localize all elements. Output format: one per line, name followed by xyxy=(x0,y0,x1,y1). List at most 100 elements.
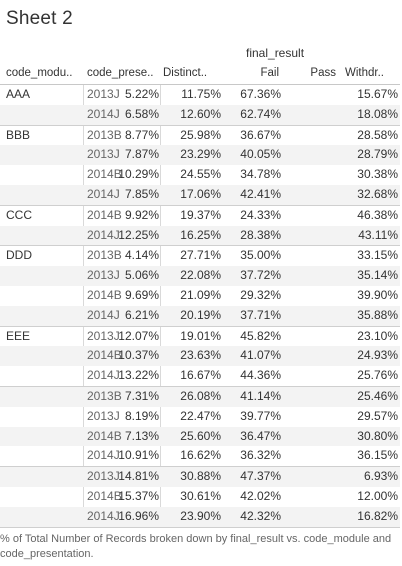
column-header-withdrawn[interactable]: Withdr.. xyxy=(345,67,384,79)
fail-cell[interactable]: 21.09% xyxy=(180,287,221,302)
presentation-label[interactable]: 2014B xyxy=(87,348,122,363)
pass-cell[interactable]: 35.00% xyxy=(240,248,281,263)
withdrawn-cell[interactable]: 18.08% xyxy=(357,106,398,121)
pass-cell[interactable]: 47.37% xyxy=(240,469,281,484)
presentation-label[interactable]: 2013J xyxy=(87,147,120,162)
presentation-label[interactable]: 2013B xyxy=(87,127,122,142)
pass-cell[interactable]: 67.36% xyxy=(240,87,281,101)
fail-cell[interactable]: 16.25% xyxy=(180,227,221,242)
fail-cell[interactable]: 30.88% xyxy=(180,469,221,484)
distinction-cell[interactable]: 10.37% xyxy=(118,348,159,363)
pass-cell[interactable]: 34.78% xyxy=(240,167,281,182)
fail-cell[interactable]: 22.08% xyxy=(180,268,221,283)
fail-cell[interactable]: 23.63% xyxy=(180,348,221,363)
withdrawn-cell[interactable]: 6.93% xyxy=(363,469,398,484)
fail-cell[interactable]: 23.90% xyxy=(180,508,221,523)
pass-cell[interactable]: 39.77% xyxy=(240,408,281,423)
withdrawn-cell[interactable]: 36.15% xyxy=(357,448,398,463)
withdrawn-cell[interactable]: 23.10% xyxy=(357,328,398,343)
module-label[interactable]: BBB xyxy=(6,127,31,142)
column-header-code-module[interactable]: code_modu.. xyxy=(6,67,73,79)
fail-cell[interactable]: 27.71% xyxy=(180,248,221,263)
presentation-label[interactable]: 2013J xyxy=(87,268,120,283)
presentation-label[interactable]: 2014J xyxy=(87,448,120,463)
presentation-label[interactable]: 2013J xyxy=(87,408,120,423)
fail-cell[interactable]: 25.98% xyxy=(180,127,221,142)
withdrawn-cell[interactable]: 35.88% xyxy=(357,307,398,322)
withdrawn-cell[interactable]: 25.76% xyxy=(357,368,398,383)
pass-cell[interactable]: 41.07% xyxy=(240,348,281,363)
fail-cell[interactable]: 11.75% xyxy=(181,87,221,101)
pass-cell[interactable]: 36.47% xyxy=(240,428,281,443)
presentation-label[interactable]: 2014B xyxy=(87,428,122,443)
presentation-label[interactable]: 2014J xyxy=(87,106,120,121)
pass-cell[interactable]: 45.82% xyxy=(240,328,281,343)
withdrawn-cell[interactable]: 33.15% xyxy=(357,248,398,263)
distinction-cell[interactable]: 7.13% xyxy=(124,428,159,443)
pass-cell[interactable]: 42.32% xyxy=(240,508,281,523)
fail-cell[interactable]: 23.29% xyxy=(180,147,221,162)
pass-cell[interactable]: 36.67% xyxy=(240,127,281,142)
presentation-label[interactable]: 2014J xyxy=(87,508,120,523)
presentation-label[interactable]: 2014J xyxy=(87,307,120,322)
module-label[interactable]: CCC xyxy=(6,207,32,222)
distinction-cell[interactable]: 16.96% xyxy=(118,508,159,523)
withdrawn-cell[interactable]: 12.00% xyxy=(357,488,398,503)
final-result-header[interactable]: final_result xyxy=(246,46,305,60)
pass-cell[interactable]: 37.71% xyxy=(240,307,281,322)
column-header-fail[interactable]: Fail xyxy=(260,67,279,79)
pass-cell[interactable]: 37.72% xyxy=(240,268,281,283)
distinction-cell[interactable]: 14.81% xyxy=(118,469,159,484)
column-header-distinction[interactable]: Distinct.. xyxy=(163,67,208,79)
module-label[interactable]: EEE xyxy=(6,328,31,343)
pass-cell[interactable]: 44.36% xyxy=(240,368,281,383)
fail-cell[interactable]: 12.60% xyxy=(180,106,221,121)
presentation-label[interactable]: 2013J xyxy=(87,469,120,484)
presentation-label[interactable]: 2013J xyxy=(87,87,120,101)
pass-cell[interactable]: 36.32% xyxy=(240,448,281,463)
fail-cell[interactable]: 22.47% xyxy=(180,408,221,423)
fail-cell[interactable]: 19.01% xyxy=(180,328,221,343)
pass-cell[interactable]: 41.14% xyxy=(240,388,281,403)
fail-cell[interactable]: 19.37% xyxy=(180,207,221,222)
distinction-cell[interactable]: 6.21% xyxy=(124,307,159,322)
pass-cell[interactable]: 62.74% xyxy=(240,106,281,121)
distinction-cell[interactable]: 8.19% xyxy=(124,408,159,423)
column-header-code-presentation[interactable]: code_prese.. xyxy=(87,67,154,79)
distinction-cell[interactable]: 8.77% xyxy=(124,127,159,142)
withdrawn-cell[interactable]: 24.93% xyxy=(357,348,398,363)
distinction-cell[interactable]: 10.29% xyxy=(118,167,159,182)
withdrawn-cell[interactable]: 32.68% xyxy=(357,186,398,201)
distinction-cell[interactable]: 5.06% xyxy=(124,268,159,283)
presentation-label[interactable]: 2014J xyxy=(87,227,120,242)
presentation-label[interactable]: 2013J xyxy=(87,328,120,343)
distinction-cell[interactable]: 12.07% xyxy=(118,328,159,343)
fail-cell[interactable]: 20.19% xyxy=(180,307,221,322)
presentation-label[interactable]: 2014B xyxy=(87,488,122,503)
distinction-cell[interactable]: 9.92% xyxy=(124,207,159,222)
presentation-label[interactable]: 2014J xyxy=(87,368,120,383)
fail-cell[interactable]: 26.08% xyxy=(180,388,221,403)
withdrawn-cell[interactable]: 30.80% xyxy=(357,428,398,443)
withdrawn-cell[interactable]: 16.82% xyxy=(357,508,398,523)
distinction-cell[interactable]: 15.37% xyxy=(118,488,159,503)
presentation-label[interactable]: 2014J xyxy=(87,186,120,201)
fail-cell[interactable]: 16.62% xyxy=(180,448,221,463)
withdrawn-cell[interactable]: 46.38% xyxy=(357,207,398,222)
withdrawn-cell[interactable]: 39.90% xyxy=(357,287,398,302)
withdrawn-cell[interactable]: 35.14% xyxy=(357,268,398,283)
fail-cell[interactable]: 25.60% xyxy=(180,428,221,443)
distinction-cell[interactable]: 6.58% xyxy=(124,106,159,121)
distinction-cell[interactable]: 12.25% xyxy=(118,227,159,242)
withdrawn-cell[interactable]: 29.57% xyxy=(357,408,398,423)
module-label[interactable]: AAA xyxy=(6,87,31,101)
fail-cell[interactable]: 16.67% xyxy=(180,368,221,383)
fail-cell[interactable]: 30.61% xyxy=(180,488,221,503)
distinction-cell[interactable]: 7.85% xyxy=(124,186,159,201)
withdrawn-cell[interactable]: 25.46% xyxy=(357,388,398,403)
distinction-cell[interactable]: 10.91% xyxy=(118,448,159,463)
distinction-cell[interactable]: 5.22% xyxy=(124,87,159,101)
withdrawn-cell[interactable]: 28.79% xyxy=(357,147,398,162)
distinction-cell[interactable]: 7.87% xyxy=(124,147,159,162)
pass-cell[interactable]: 42.41% xyxy=(240,186,281,201)
